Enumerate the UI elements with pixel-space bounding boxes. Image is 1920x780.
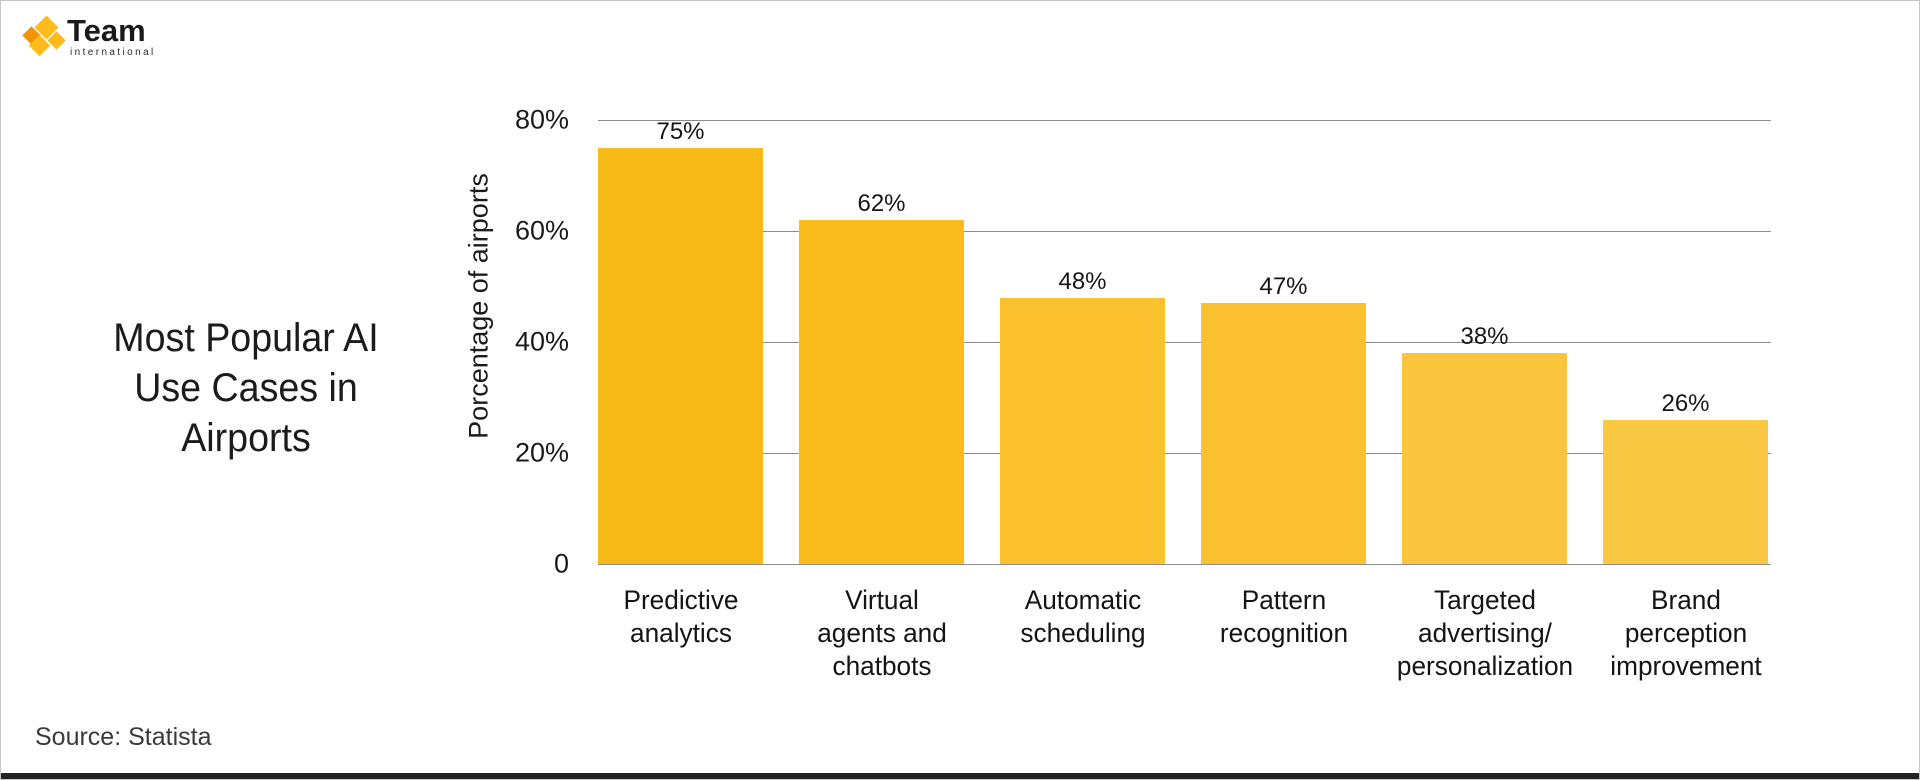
x-category-label-3: Automatic scheduling (966, 584, 1199, 650)
team-international-logo: Team international (22, 13, 253, 65)
team-logo-icon (22, 15, 66, 57)
logo-brand-text: Team (67, 13, 146, 48)
x-category-label-line: personalization (1396, 651, 1573, 681)
gridline-60 (598, 231, 1771, 232)
bar-value-label-6: 26% (1661, 389, 1710, 417)
x-category-label-line: Virtual (844, 585, 919, 615)
bottom-accent-bar (1, 773, 1919, 779)
gridline-40 (598, 342, 1771, 343)
x-category-label-5: Targeted advertising/personalization (1368, 584, 1601, 683)
x-category-label-line: recognition (1219, 618, 1348, 648)
chart-title-line-3: Airports (181, 416, 311, 460)
x-category-label-line: Automatic (1024, 585, 1141, 615)
x-category-label-4: Pattern recognition (1167, 584, 1400, 650)
plot-area: 75% 62% 48% 47% 38% 26% (598, 117, 1771, 565)
x-category-label-1: Predictive analytics (564, 584, 797, 650)
bar-5 (1402, 353, 1567, 564)
bar-value-label-1: 75% (656, 117, 705, 145)
x-category-label-2: Virtual agents and chatbots (765, 584, 998, 683)
bar-value-label-4: 47% (1259, 273, 1308, 301)
chart-title-line-1: Most Popular AI (113, 316, 379, 360)
y-tick-label-0: 0 (553, 548, 569, 579)
chart-title-line-2: Use Cases in (134, 366, 358, 410)
y-tick-label-80: 80% (514, 104, 569, 135)
bar-value-label-5: 38% (1460, 323, 1509, 351)
y-tick-label-60: 60% (514, 215, 569, 246)
gridline-20 (598, 453, 1771, 454)
bar-3 (1000, 297, 1165, 564)
bar-4 (1201, 303, 1366, 564)
x-category-label-line: chatbots (831, 651, 932, 681)
bar-value-label-2: 62% (857, 189, 906, 217)
bar-2 (799, 219, 964, 564)
chart-title: Most Popular AI Use Cases in Airports (72, 313, 420, 463)
x-category-label-line: Predictive (622, 585, 738, 615)
x-category-label-line: improvement (1609, 651, 1762, 681)
logo-subtitle-text: international (70, 47, 156, 58)
x-category-label-line: advertising/ (1417, 618, 1552, 648)
y-axis-title: Porcentage of airports (463, 173, 494, 439)
x-category-label-line: agents and (816, 618, 947, 648)
y-tick-label-20: 20% (514, 437, 569, 468)
x-axis-baseline (598, 564, 1771, 565)
bar-value-label-3: 48% (1058, 267, 1107, 295)
y-axis-ticks: 80% 60% 40% 20% 0 (501, 105, 583, 579)
x-category-label-line: Pattern (1241, 585, 1326, 615)
x-category-label-line: Brand (1650, 585, 1721, 615)
x-category-label-line: scheduling (1019, 618, 1146, 648)
x-category-label-6: Brand perception improvement (1569, 584, 1802, 683)
x-category-label-line: analytics (629, 618, 732, 648)
bar-6 (1603, 419, 1768, 564)
bar-1 (598, 147, 763, 564)
x-category-label-line: Targeted (1433, 585, 1536, 615)
y-tick-label-40: 40% (514, 326, 569, 357)
source-note: Source: Statista (35, 723, 212, 751)
x-category-label-line: perception (1624, 618, 1747, 648)
gridline-80 (598, 120, 1771, 121)
